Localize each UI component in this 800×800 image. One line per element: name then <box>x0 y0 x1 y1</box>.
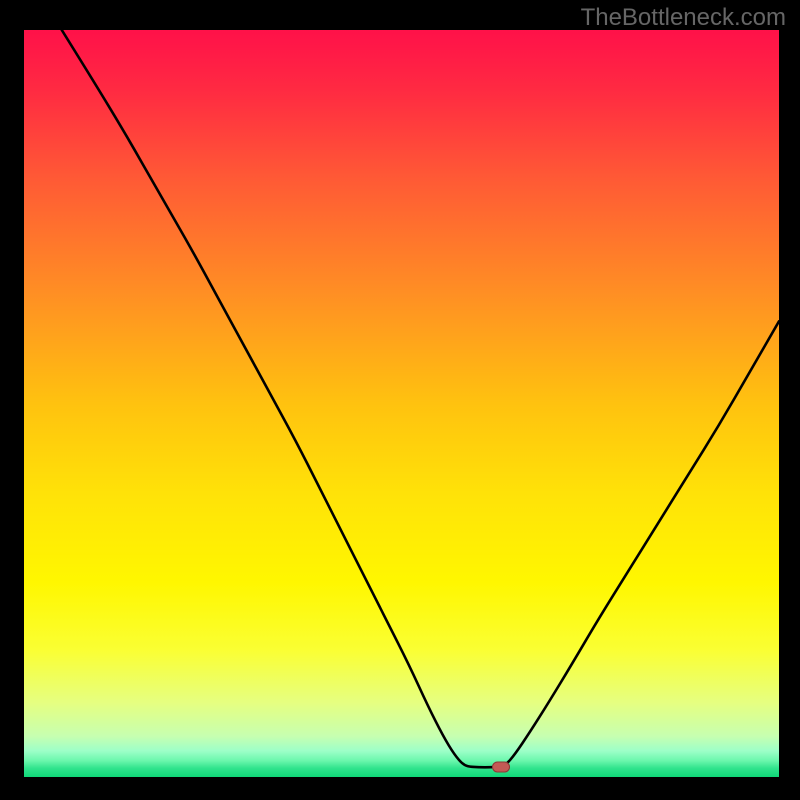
plot-area <box>24 30 779 777</box>
watermark-text: TheBottleneck.com <box>581 4 786 32</box>
chart-frame: TheBottleneck.com <box>0 0 800 800</box>
curve-layer <box>24 30 779 777</box>
optimal-point-marker <box>492 762 510 773</box>
bottleneck-curve <box>62 30 779 767</box>
